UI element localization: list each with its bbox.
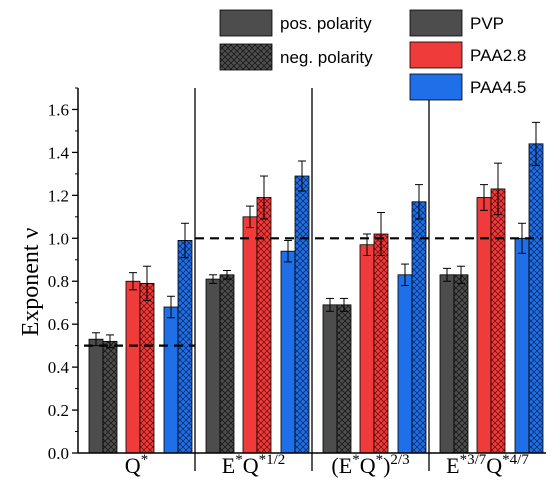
category-label: E*3/7Q*4/7 xyxy=(446,452,529,478)
bar-pvp-pos xyxy=(322,304,338,454)
legend-label: PVP xyxy=(470,14,504,33)
bar-paa28-pos xyxy=(476,197,492,454)
y-tick-label: 1.6 xyxy=(48,100,69,119)
legend-swatch xyxy=(409,41,463,69)
bar-pvp-neg xyxy=(453,274,469,454)
x-axis: Q* E*Q*1/2 (E*Q*)2/3 E*3/7Q*4/7 xyxy=(78,452,546,478)
y-axis-title: Exponent ν xyxy=(18,227,44,336)
bar-paa28-neg xyxy=(256,197,272,454)
legend: pos. polarity neg. polarity PVP PAA2.8 PAA4.… xyxy=(219,9,526,101)
category-label: Q* xyxy=(125,452,148,478)
bar-pvp-neg xyxy=(102,340,118,454)
y-tick-label: 1.2 xyxy=(48,186,69,205)
legend-swatch xyxy=(219,43,273,71)
bar-pvp-pos xyxy=(205,278,221,454)
bar-paa28-neg xyxy=(373,233,389,454)
bar-pvp-pos xyxy=(88,338,104,454)
legend-swatch xyxy=(219,9,273,37)
y-tick-label: 0.0 xyxy=(48,444,69,463)
bar-paa45-pos xyxy=(514,237,530,454)
bar-paa45-neg xyxy=(528,143,544,454)
bar-pvp-neg xyxy=(336,304,352,454)
legend-swatch xyxy=(409,9,463,37)
y-tick-label: 0.8 xyxy=(48,272,69,291)
bar-paa45-neg xyxy=(294,175,310,454)
y-tick-label: 1.4 xyxy=(48,143,70,162)
legend-label: neg. polarity xyxy=(280,48,373,67)
bar-pvp-neg xyxy=(219,274,235,454)
category-label: (E*Q*)2/3 xyxy=(331,452,409,478)
bar-paa45-pos xyxy=(163,306,179,454)
category-label: E*Q*1/2 xyxy=(222,452,286,478)
bar-paa28-neg xyxy=(490,188,506,454)
bar-paa45-pos xyxy=(397,274,413,454)
y-tick-label: 1.0 xyxy=(48,229,69,248)
plot-area xyxy=(84,88,544,471)
bar-paa45-neg xyxy=(411,201,427,454)
bar-pvp-pos xyxy=(439,274,455,454)
bar-paa28-neg xyxy=(139,282,155,454)
bar-paa28-pos xyxy=(242,216,258,454)
legend-swatch xyxy=(409,73,463,101)
legend-label: PAA2.8 xyxy=(470,46,526,65)
y-tick-label: 0.6 xyxy=(48,315,69,334)
y-axis: 0.0 0.2 0.4 0.6 0.8 1.0 1.2 1.4 1.6 xyxy=(48,87,79,463)
y-tick-label: 0.4 xyxy=(48,358,70,377)
bar-paa28-pos xyxy=(359,244,375,454)
bar-paa45-pos xyxy=(280,250,296,454)
y-tick-label: 0.2 xyxy=(48,401,69,420)
legend-label: PAA4.5 xyxy=(470,78,526,97)
bar-paa28-pos xyxy=(125,280,141,454)
legend-label: pos. polarity xyxy=(280,14,372,33)
